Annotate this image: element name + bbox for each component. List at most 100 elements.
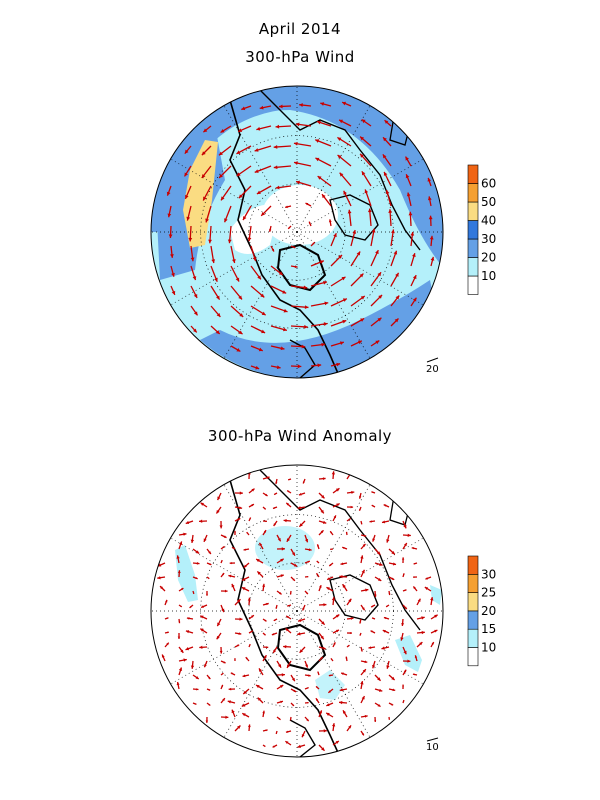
wind-vector <box>273 492 278 496</box>
wind-vector <box>328 562 334 567</box>
wind-vector <box>290 562 298 567</box>
wind-vector <box>374 702 381 708</box>
wind-vector <box>385 604 390 608</box>
wind-vector <box>332 487 340 494</box>
wind-vector <box>286 490 292 494</box>
wind-vector <box>370 630 376 634</box>
wind-vector <box>286 660 292 669</box>
wind-vector <box>227 225 232 244</box>
colorbar-swatch <box>467 628 479 648</box>
wind-vector <box>164 617 169 620</box>
wind-vector <box>360 588 369 592</box>
wind-vector <box>385 189 392 207</box>
wind-vector <box>345 656 348 662</box>
wind-vector <box>216 632 222 640</box>
wind-vector <box>229 561 236 565</box>
panel2-title: 300-hPa Wind Anomaly <box>207 427 393 445</box>
wind-vector <box>346 617 354 620</box>
wind-vector <box>416 630 425 635</box>
wind-vector <box>430 256 435 267</box>
wind-vector <box>184 185 192 200</box>
wind-vector <box>297 632 306 636</box>
wind-vector <box>316 544 320 550</box>
wind-vector <box>390 272 400 287</box>
wind-vector <box>326 586 334 592</box>
wind-vector <box>346 644 350 648</box>
wind-vector <box>290 324 308 329</box>
wind-vector <box>290 305 309 310</box>
wind-vector <box>402 684 405 690</box>
wind-vector <box>359 136 372 147</box>
wind-vector <box>190 325 198 333</box>
wind-vector <box>272 646 278 654</box>
wind-vector <box>430 641 435 648</box>
meridian-line <box>223 231 298 359</box>
wind-vector <box>262 529 267 536</box>
wind-vector <box>220 559 223 564</box>
wind-vector <box>255 558 264 564</box>
wind-vector <box>250 365 260 370</box>
wind-vector <box>268 225 272 232</box>
wind-vector <box>192 688 199 691</box>
wind-vector <box>429 235 434 247</box>
wind-vector <box>248 488 255 494</box>
wind-vector <box>242 205 252 221</box>
wind-vector <box>330 254 343 267</box>
wind-vector <box>178 604 183 608</box>
wind-vector <box>275 604 278 609</box>
wind-vector <box>329 530 334 536</box>
wind-vector <box>346 631 352 635</box>
colorbar-label: 20 <box>481 604 496 618</box>
wind-vector <box>199 615 208 620</box>
panel2-border <box>150 464 444 758</box>
wind-vector <box>210 265 218 282</box>
wind-vector <box>164 599 168 606</box>
wind-vector <box>275 124 292 129</box>
wind-vector <box>384 119 392 127</box>
wind-vector <box>410 297 417 307</box>
wind-vector <box>276 590 282 595</box>
wind-vector <box>360 695 366 704</box>
wind-vector <box>337 154 352 167</box>
colorbar-swatch <box>467 238 479 258</box>
wind-vector <box>360 646 363 652</box>
wind-vector <box>318 584 322 592</box>
wind-vector <box>272 506 278 510</box>
wind-vector <box>260 205 272 217</box>
wind-vector <box>315 572 320 578</box>
wind-vector <box>318 729 327 733</box>
wind-vector <box>250 345 263 352</box>
wind-vector <box>234 644 240 648</box>
wind-vector <box>190 245 195 262</box>
panel1-colorbar: 10 20 30 40 50 60 <box>467 164 496 295</box>
wind-vector <box>270 245 275 252</box>
wind-vector <box>370 249 379 267</box>
wind-vector <box>332 614 340 620</box>
wind-vector <box>285 205 292 209</box>
wind-vector <box>304 716 310 722</box>
wind-vector <box>402 604 408 610</box>
wind-vector <box>364 189 372 207</box>
wind-vector <box>317 671 320 676</box>
wind-vector <box>390 318 399 327</box>
wind-vector <box>273 618 278 622</box>
wind-vector <box>383 171 392 187</box>
colorbar-label: 15 <box>481 622 496 636</box>
wind-vector <box>273 520 278 527</box>
wind-vector <box>405 174 412 187</box>
wind-vector <box>250 265 262 280</box>
wind-vector <box>424 586 432 592</box>
wind-vector <box>285 730 292 733</box>
wind-vector <box>199 628 208 634</box>
wind-vector <box>248 503 255 508</box>
wind-vector <box>337 136 352 147</box>
wind-vector <box>276 558 285 564</box>
wind-vector <box>290 344 306 349</box>
wind-vector <box>416 641 423 648</box>
wind-vector <box>328 219 332 227</box>
wind-vector <box>271 632 278 636</box>
wind-vector <box>347 209 352 227</box>
wind-vector <box>164 642 170 648</box>
wind-vector <box>430 597 434 606</box>
wind-vector <box>262 744 266 748</box>
